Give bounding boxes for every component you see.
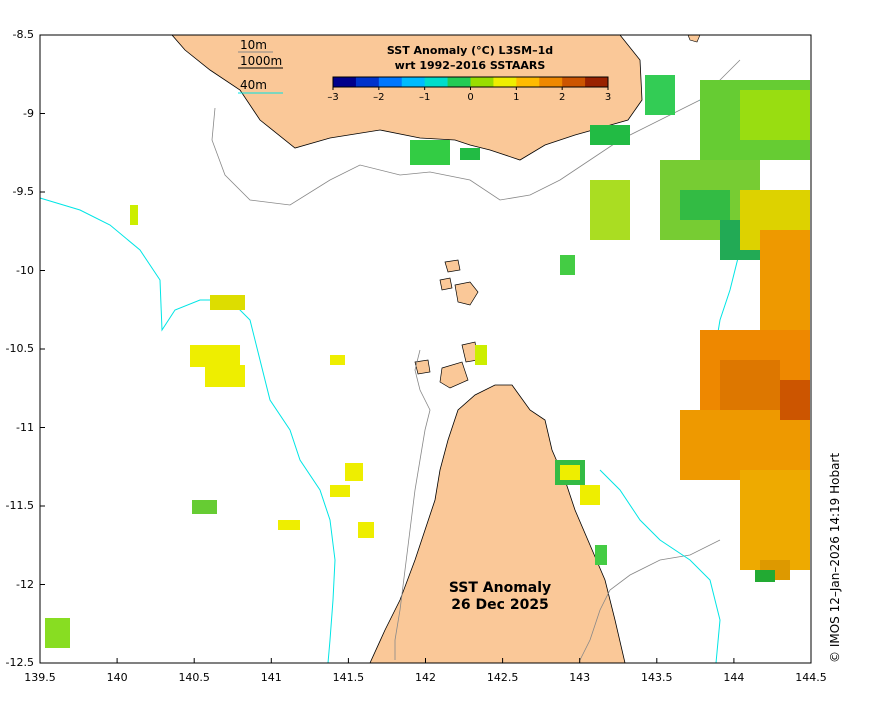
depth-legend-lines [238,51,283,94]
colorbar-segment [562,77,586,87]
colorbar-segment [447,77,471,87]
map-title: SST Anomaly 26 Dec 2025 [430,580,570,614]
land-new-guinea [171,34,643,161]
colorbar-segment [516,77,540,87]
island [414,359,431,375]
lon-tick-label: 140.5 [178,671,210,684]
island [439,361,469,389]
lon-tick-label: 144.5 [795,671,827,684]
lon-tick-label: 142 [415,671,436,684]
colorbar-segment [355,77,380,87]
credit-text: © IMOS 12–Jan–2026 14:19 Hobart [828,452,842,663]
colorbar-segment [401,77,426,87]
lon-tick-label: 144 [723,671,745,684]
lon-tick-label: 142.5 [486,671,519,684]
sst-pixels [45,75,810,648]
lat-tick-label: -10 [16,263,34,277]
colorbar-tick-label: 1 [513,92,520,103]
lon-tick-label: 141 [260,671,282,684]
colorbar-subtitle: wrt 1992–2016 SSTAARS [394,59,546,72]
depth-label-10m: 10m [240,38,267,52]
colorbar-title: SST Anomaly (°C) L3SM–1d [386,44,554,57]
depth-label-40m: 40m [240,78,267,92]
colorbar-segment [424,77,449,87]
colorbar-segment [333,77,357,87]
isobath-40m [39,197,336,664]
lat-tick-label: -9 [23,106,34,120]
lat-tick-label: -9.5 [12,185,34,198]
colorbar-tick-label: 0 [467,92,474,103]
lat-tick-label: -12 [16,577,34,591]
map-title-line1: SST Anomaly [448,580,552,596]
colorbar-segment [493,77,517,87]
colorbar-segment [378,77,403,87]
lat-tick-label: -11 [16,420,34,434]
colorbar-segment [539,77,563,87]
lon-tick-label: 143.5 [641,671,673,684]
lat-tick-label: -11.5 [5,499,34,512]
island [444,259,461,273]
lon-tick-label: 139.5 [24,671,56,684]
isobath-40m [599,469,721,664]
map-title-date: 26 Dec 2025 [451,597,549,613]
colorbar-tick-label: 2 [558,92,566,103]
lon-tick-label: 141.5 [332,671,365,684]
colorbar-tick-label: –2 [373,92,385,103]
island [439,277,453,291]
depth-label-1000m: 1000m [240,54,283,68]
isobath-10m [579,539,721,661]
colorbar-segment [585,77,609,87]
lon-tick-label: 143 [569,671,591,684]
lat-tick-label: -10.5 [5,342,34,355]
island [454,281,479,306]
colorbar-tick-label: –1 [418,92,431,103]
lat-tick-label: -12.5 [5,656,34,669]
colorbar-segment [470,77,494,87]
isobath-10m [394,349,431,660]
lon-tick-label: 140 [106,671,128,684]
colorbar-tick-label: –3 [327,92,339,103]
colorbar-tick-label: 3 [604,92,612,103]
colorbar [332,76,609,90]
lat-tick-label: -8.5 [12,28,34,41]
